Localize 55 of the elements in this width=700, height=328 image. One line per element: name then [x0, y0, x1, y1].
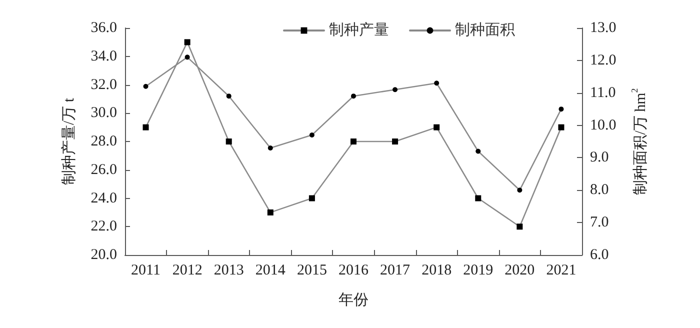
x-tick-label: 2017: [380, 262, 411, 278]
x-tick-label: 2021: [546, 262, 576, 278]
y2-tick-label: 10.0: [590, 117, 616, 134]
x-tick-label: 2013: [214, 262, 244, 278]
y2-tick-label: 7.0: [590, 214, 609, 231]
point: [516, 224, 523, 230]
y-axis-title: 制种产量/万 t: [60, 97, 78, 186]
y2-tick-label: 6.0: [590, 247, 609, 263]
point: [350, 138, 356, 144]
point: [475, 195, 482, 202]
y2-tick-label: 9.0: [590, 150, 609, 166]
x-tick-label: 2019: [463, 262, 494, 278]
y-tick-label: 30.0: [90, 105, 117, 122]
y-tick-label: 32.0: [90, 76, 117, 93]
y-tick-label: 36.0: [90, 20, 117, 36]
y2-tick-label: 13.0: [590, 20, 616, 36]
y-tick-label: 28.0: [90, 134, 117, 150]
point: [184, 39, 190, 46]
point: [434, 124, 440, 130]
point: [267, 209, 274, 216]
y-tick-label: 20.0: [90, 247, 117, 263]
point: [142, 124, 149, 130]
point: [226, 94, 232, 99]
x-axis-title: 年份: [338, 292, 368, 308]
point: [558, 124, 564, 130]
x-tick-label: 2018: [422, 262, 452, 278]
y2-tick-label: 12.0: [590, 52, 616, 68]
point: [517, 188, 522, 193]
point: [392, 138, 398, 144]
y2-tick-label: 11.0: [590, 84, 616, 101]
point: [351, 94, 356, 99]
x-tick-label: 2014: [255, 262, 286, 278]
point: [558, 106, 564, 112]
point: [268, 145, 273, 150]
y-tick-label: 24.0: [90, 190, 117, 206]
point: [143, 84, 148, 89]
y2-axis-title: 制种面积/万 hm2: [630, 88, 649, 195]
x-tick-label: 2016: [338, 262, 369, 278]
point: [308, 195, 315, 202]
y-tick-label: 26.0: [90, 162, 117, 178]
y-tick-label: 22.0: [90, 218, 117, 235]
legend-label: 制种面积: [455, 22, 515, 38]
point: [392, 87, 398, 92]
point: [476, 148, 481, 154]
point: [184, 54, 190, 60]
y-tick-label: 34.0: [90, 48, 117, 64]
y2-tick-label: 8.0: [590, 182, 609, 198]
x-tick-label: 2011: [131, 262, 160, 278]
point: [434, 80, 440, 86]
point: [226, 138, 232, 144]
legend-label: 制种产量: [329, 22, 389, 38]
point: [309, 132, 314, 138]
x-tick-label: 2012: [172, 262, 202, 278]
x-tick-label: 2020: [504, 262, 535, 278]
x-tick-label: 2015: [296, 262, 327, 278]
